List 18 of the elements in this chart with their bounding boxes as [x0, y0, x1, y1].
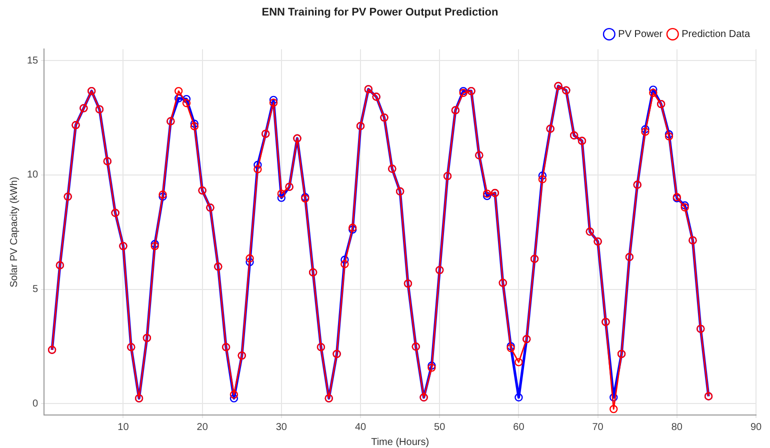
y-axis-title: Solar PV Capacity (kWh): [8, 176, 20, 288]
y-tick-label: 10: [27, 170, 39, 181]
chart-title: ENN Training for PV Power Output Prediction: [262, 6, 499, 19]
y-tick-label: 0: [32, 398, 39, 410]
x-tick-label: 50: [434, 422, 446, 433]
x-tick-label: 70: [592, 422, 604, 433]
x-tick-label: 20: [196, 422, 208, 433]
y-tick-label: 5: [32, 284, 39, 296]
x-axis-title: Time (Hours): [371, 436, 430, 448]
x-tick-label: 10: [118, 422, 130, 433]
legend-label: PV Power: [618, 28, 664, 40]
legend-label: Prediction Data: [682, 28, 750, 40]
x-tick-label: 60: [513, 422, 525, 433]
x-tick-label: 80: [671, 422, 683, 433]
x-tick-label: 40: [354, 422, 367, 433]
x-tick-label: 30: [276, 422, 288, 433]
y-tick-label: 15: [27, 55, 39, 66]
x-tick-label: 90: [750, 422, 762, 433]
